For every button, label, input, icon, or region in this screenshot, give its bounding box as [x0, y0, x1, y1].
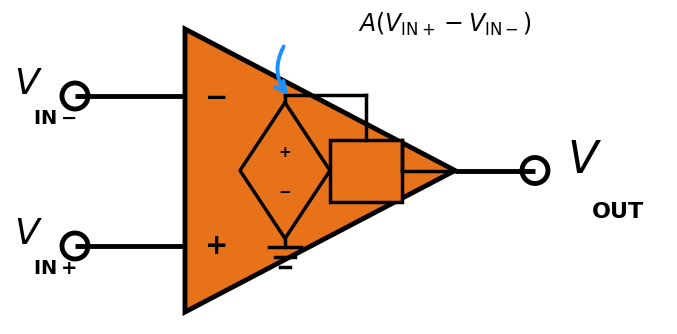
- Text: $\mathregular{IN-}$: $\mathregular{IN-}$: [33, 109, 77, 128]
- Text: $\mathbf{+}$: $\mathbf{+}$: [278, 145, 292, 160]
- Text: $A(V_{\rm IN+} - V_{\rm IN-})$: $A(V_{\rm IN+} - V_{\rm IN-})$: [358, 10, 532, 38]
- Text: $\mathbf{+}$: $\mathbf{+}$: [204, 232, 226, 260]
- Text: $\mathbf{-}$: $\mathbf{-}$: [204, 82, 226, 110]
- Polygon shape: [185, 29, 455, 312]
- Text: $V$: $V$: [14, 67, 43, 101]
- Text: $\mathregular{OUT}$: $\mathregular{OUT}$: [591, 202, 645, 222]
- Text: $V$: $V$: [14, 217, 43, 251]
- Bar: [330, 140, 402, 202]
- Text: $V$: $V$: [567, 139, 603, 182]
- Text: $\mathregular{IN+}$: $\mathregular{IN+}$: [33, 259, 77, 278]
- Text: $\mathbf{-}$: $\mathbf{-}$: [278, 183, 292, 198]
